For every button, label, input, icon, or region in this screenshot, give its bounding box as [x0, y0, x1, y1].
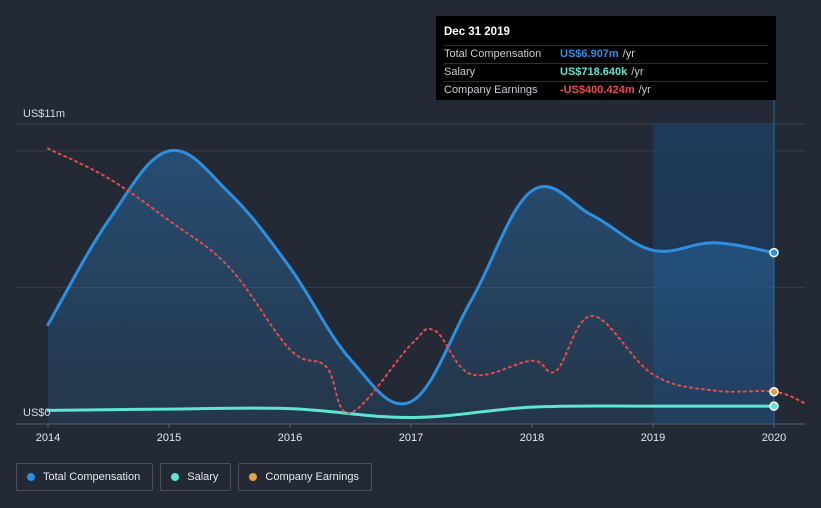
tooltip-value: -US$400.424m: [560, 84, 635, 96]
legend-item-salary[interactable]: Salary: [160, 463, 232, 491]
y-axis-min-label: US$0: [23, 407, 51, 419]
tooltip-row-salary: Salary US$718.640k /yr: [444, 63, 768, 81]
x-tick-label: 2018: [520, 432, 544, 444]
total-compensation-line: [46, 148, 776, 406]
tooltip-row-total-compensation: Total Compensation US$6.907m /yr: [444, 45, 768, 63]
company-earnings-line: [47, 147, 806, 414]
tooltip-label: Total Compensation: [444, 48, 542, 60]
x-tick-label: 2020: [762, 432, 786, 444]
data-tooltip: Dec 31 2019 Total Compensation US$6.907m…: [436, 16, 776, 100]
area-layer: [48, 150, 774, 424]
total-compensation-point: [769, 247, 779, 258]
endpoint-markers: [769, 247, 779, 411]
total-compensation-area: [48, 150, 774, 424]
tooltip-row-company-earnings: Company Earnings -US$400.424m /yr: [444, 81, 768, 99]
tooltip-value: US$718.640k: [560, 66, 628, 78]
tooltip-date: Dec 31 2019: [444, 26, 510, 38]
tooltip-unit: /yr: [622, 48, 635, 60]
legend-label: Total Compensation: [43, 471, 141, 483]
legend-dot-icon: [249, 473, 258, 481]
legend-dot-icon: [171, 473, 180, 481]
x-tick-label: 2016: [278, 432, 302, 444]
x-tick-label: 2014: [36, 432, 60, 444]
tooltip-unit: /yr: [631, 66, 644, 78]
x-tick-label: 2015: [157, 432, 181, 444]
legend-item-total-compensation[interactable]: Total Compensation: [16, 463, 154, 491]
tooltip-label: Company Earnings: [444, 84, 538, 96]
legend-label: Company Earnings: [265, 471, 359, 483]
tooltip-value: US$6.907m: [560, 48, 619, 60]
salary-line: [46, 404, 776, 420]
tooltip-unit: /yr: [638, 84, 651, 96]
tooltip-label: Salary: [444, 66, 476, 78]
chart-legend: Total Compensation Salary Company Earnin…: [16, 463, 379, 491]
legend-dot-icon: [27, 473, 35, 481]
y-axis-max-label: US$11m: [23, 108, 65, 120]
legend-item-company-earnings[interactable]: Company Earnings: [238, 463, 372, 491]
x-tick-label: 2017: [399, 432, 423, 444]
x-tick-label: 2019: [641, 432, 665, 444]
x-axis-ticks: 2014 2015 2016 2017 2018 2019 2020: [36, 424, 786, 444]
series-lines: [46, 147, 806, 420]
company-earnings-point: [769, 386, 779, 397]
legend-label: Salary: [187, 471, 219, 483]
salary-point: [769, 401, 779, 411]
